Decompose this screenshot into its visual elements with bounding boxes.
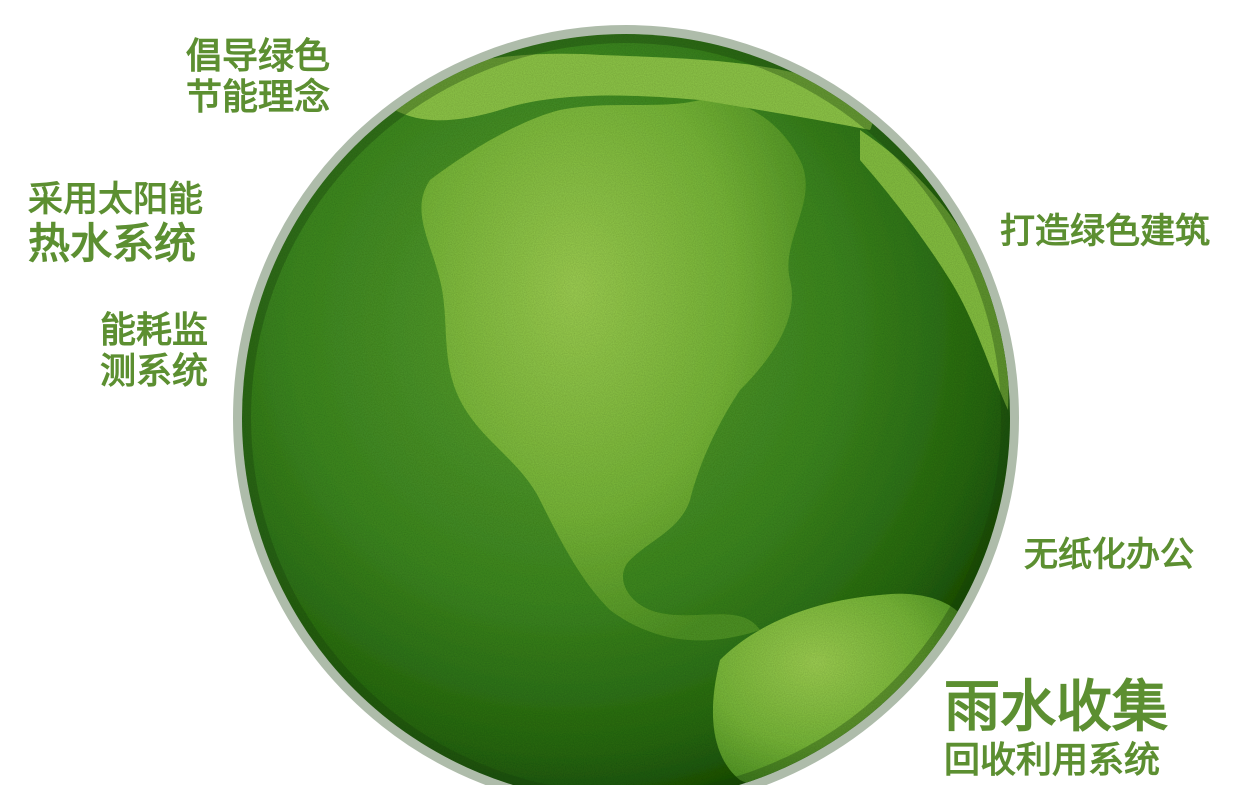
north-america-shape [421, 99, 806, 641]
label-energy-line1: 能耗监 [100, 310, 209, 351]
label-solar-hot-water: 采用太阳能 热水系统 [28, 180, 203, 269]
label-green-building: 打造绿色建筑 [1000, 212, 1211, 252]
label-green-concept-line1: 倡导绿色 [186, 36, 331, 77]
label-rain-line2: 回收利用系统 [944, 740, 1161, 782]
label-paperless-office: 无纸化办公 [1024, 535, 1194, 575]
label-energy-line2: 测系统 [100, 351, 209, 393]
label-energy-monitor: 能耗监 测系统 [100, 310, 208, 393]
greenland-shape [380, 53, 873, 130]
label-solar-line2: 热水系统 [28, 219, 197, 269]
label-green-concept-line2: 节能理念 [186, 77, 331, 119]
label-solar-line1: 采用太阳能 [28, 180, 204, 220]
label-rainwater: 雨水收集 回收利用系统 [944, 675, 1168, 782]
label-rain-line1: 雨水收集 [944, 675, 1168, 740]
europe-edge-shape [860, 130, 1009, 410]
label-green-concept: 倡导绿色 节能理念 [186, 36, 330, 119]
